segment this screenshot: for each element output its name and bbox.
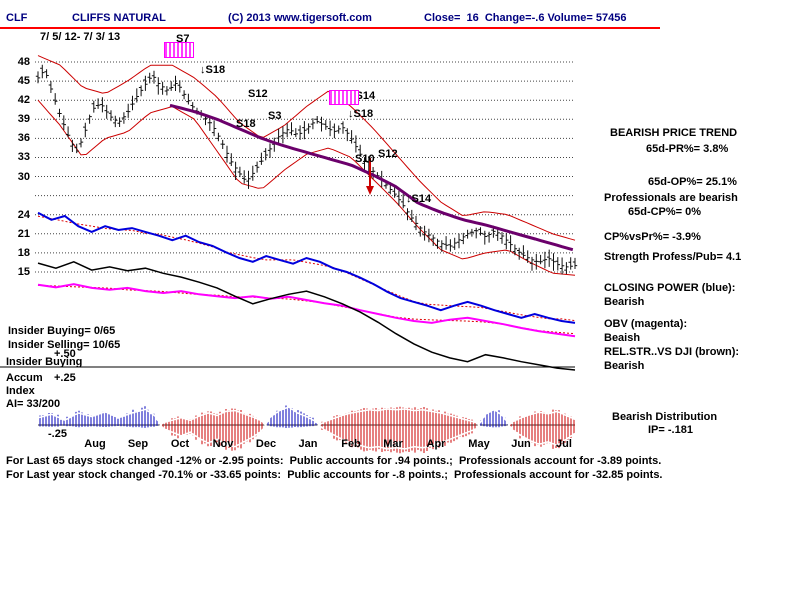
signal-label-s18: S18	[236, 118, 256, 130]
closing-power-status: Bearish	[604, 296, 645, 308]
insider-buying-label: Insider Buying= 0/65	[8, 325, 116, 337]
obv-status: Beaish	[604, 332, 641, 344]
price-axis-label: 33	[17, 151, 30, 163]
price-axis-label: 48	[17, 56, 30, 68]
date-range-label: 7/ 5/ 12- 7/ 3/ 13	[40, 31, 121, 43]
price-axis-label: 15	[17, 266, 30, 278]
relstr-status: Bearish	[604, 360, 645, 372]
signal-label-s18: ↓S18	[200, 64, 226, 76]
ai-value-label: AI= 33/200	[6, 398, 61, 410]
signal-label-s12: S12	[248, 88, 268, 100]
signal-label-s10: S10	[355, 153, 375, 165]
strength-value: Strength Profess/Pub= 4.1	[604, 251, 742, 263]
index-label: Index	[6, 385, 35, 397]
price-axis-label: 36	[17, 132, 30, 144]
obv-heading: OBV (magenta):	[604, 318, 688, 330]
header-rule	[0, 27, 660, 29]
price-axis-label: 30	[17, 171, 30, 183]
cp-value: 65d-CP%= 0%	[628, 206, 702, 218]
footer-line-year: For Last year stock changed -70.1% or -3…	[6, 469, 663, 481]
price-axis-label: 45	[17, 75, 30, 87]
ip-value: IP= -.181	[648, 424, 693, 436]
month-axis-label: Jun	[511, 438, 531, 450]
price-axis-label: 21	[17, 228, 30, 240]
pr-value: 65d-PR%= 3.8%	[646, 143, 729, 155]
signal-label-s14: ↓S14	[406, 193, 432, 205]
signal-label-s12: S12	[378, 148, 398, 160]
closing-power-heading: CLOSING POWER (blue):	[604, 282, 736, 294]
month-axis-label: Nov	[212, 438, 234, 450]
accum-title-line1: Insider Buying	[6, 356, 83, 368]
month-axis-label: Oct	[170, 438, 190, 450]
relstr-heading: REL.STR..VS DJI (brown):	[604, 346, 740, 358]
scale-minus25-label: -.25	[48, 428, 67, 440]
month-axis-label: Jul	[556, 438, 572, 450]
cpvspr-value: CP%vsPr%= -3.9%	[604, 231, 701, 243]
trend-title: BEARISH PRICE TREND	[610, 127, 738, 139]
month-axis-label: Sep	[127, 438, 149, 450]
symbol-label: CLF	[6, 12, 28, 24]
professionals-note: Professionals are bearish	[604, 192, 738, 204]
accum-title-line2: Accum	[6, 372, 43, 384]
price-axis-label: 24	[17, 209, 30, 221]
sell-signal-marker	[164, 42, 194, 58]
month-axis-label: Mar	[383, 438, 403, 450]
month-axis-label: May	[468, 438, 490, 450]
op-value: 65d-OP%= 25.1%	[648, 176, 737, 188]
distribution-title: Bearish Distribution	[612, 411, 718, 423]
signal-label-s18: ↓S18	[348, 108, 374, 120]
month-axis-label: Apr	[426, 438, 446, 450]
copyright-label: (C) 2013 www.tigersoft.com	[228, 12, 372, 24]
chart-title: CLIFFS NATURAL	[72, 12, 166, 24]
price-axis-label: 39	[17, 113, 30, 125]
quote-summary: Close= 16 Change=-.6 Volume= 57456	[424, 12, 627, 24]
footer-line-65days: For Last 65 days stock changed -12% or -…	[6, 455, 662, 467]
month-axis-label: Feb	[341, 438, 361, 450]
scale-plus50-label: +.50	[54, 348, 76, 360]
insider-selling-label: Insider Selling= 10/65	[8, 339, 121, 351]
month-axis-label: Jan	[298, 438, 318, 450]
price-axis-label: 18	[17, 247, 30, 259]
accum-value-label: +.25	[54, 372, 76, 384]
price-axis-label: 42	[17, 94, 30, 106]
sell-signal-marker	[329, 90, 359, 105]
signal-label-s3: S3	[268, 110, 282, 122]
month-axis-label: Dec	[255, 438, 277, 450]
month-axis-label: Aug	[84, 438, 106, 450]
